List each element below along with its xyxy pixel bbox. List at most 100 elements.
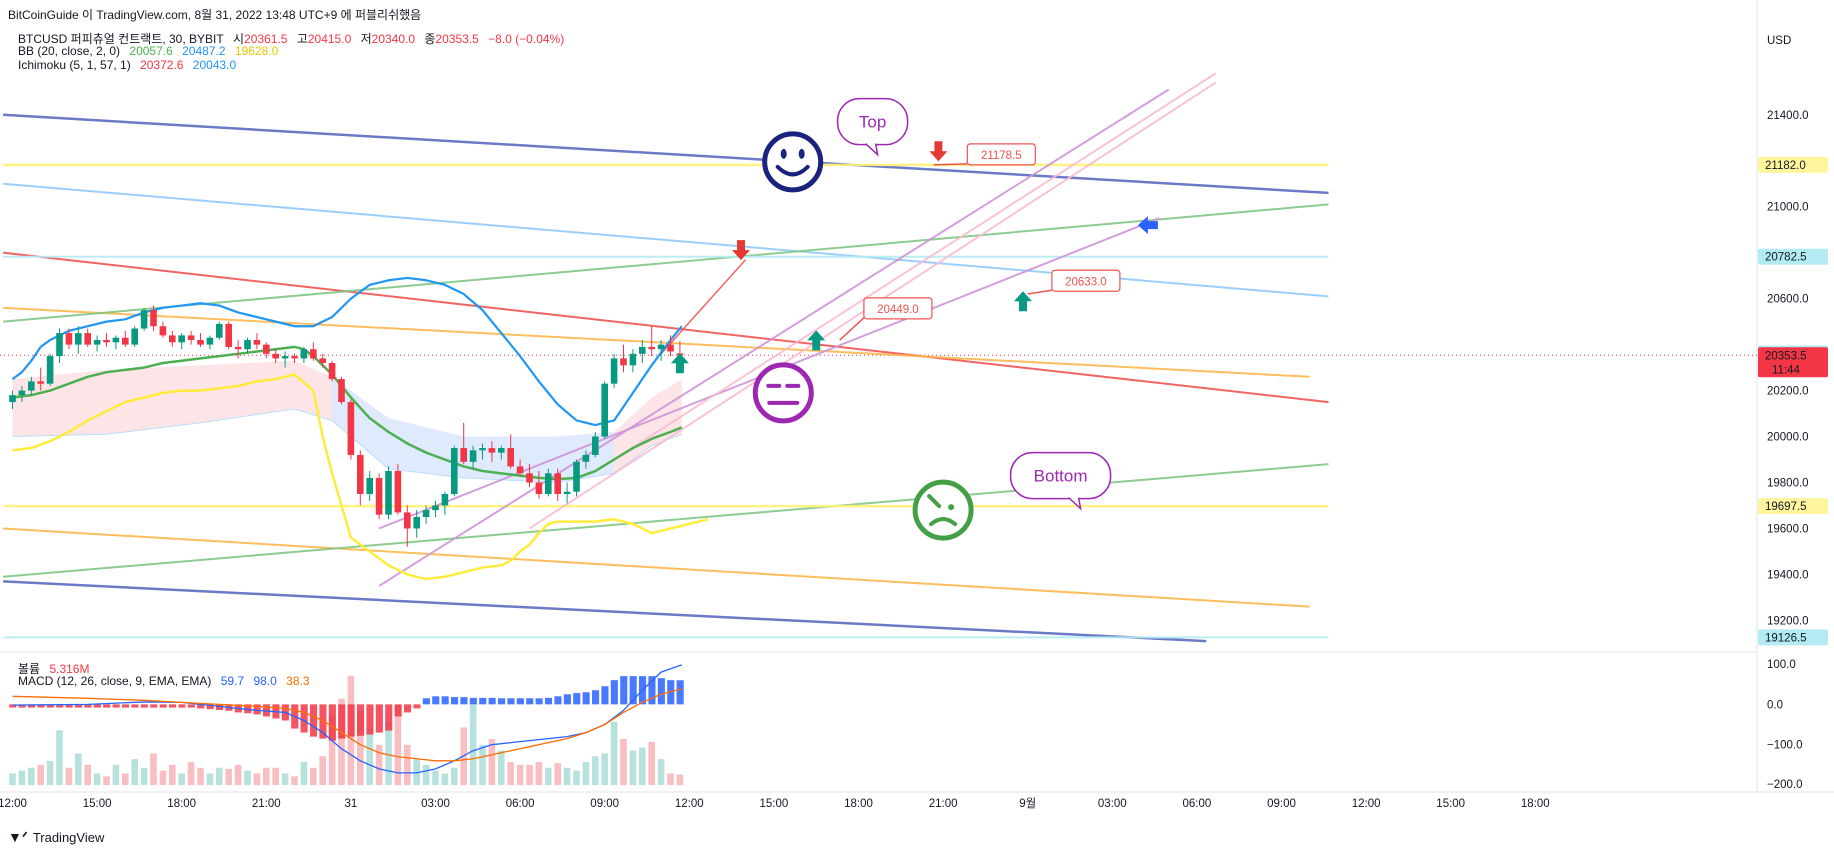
price-tick-label: 19600.0 xyxy=(1767,523,1809,535)
face-outline xyxy=(752,362,814,424)
volume-bar xyxy=(84,764,91,785)
macd-hist-bar xyxy=(197,704,205,709)
macd-hist-bar xyxy=(178,704,186,708)
macd-hist-bar xyxy=(413,704,421,709)
candle-body xyxy=(93,340,101,345)
macd-hist-bar xyxy=(488,697,496,705)
face-mouth xyxy=(929,517,958,527)
macd-hist-bar xyxy=(545,697,553,705)
time-tick-label: 15:00 xyxy=(760,798,789,810)
price-label-box xyxy=(1758,347,1828,378)
candle-body xyxy=(432,505,439,511)
macd-signal-value: 38.3 xyxy=(286,674,310,688)
candle-body xyxy=(18,390,26,396)
volume-bar xyxy=(432,770,439,785)
face-outline xyxy=(762,131,824,193)
candle-body xyxy=(103,340,110,343)
candle-body xyxy=(253,340,261,345)
candle-body xyxy=(516,466,524,474)
macd-tick-label: −100.0 xyxy=(1767,740,1803,752)
price-tag-text: 21178.5 xyxy=(981,150,1022,162)
price-label-text: 19126.5 xyxy=(1765,632,1807,644)
volume-bar xyxy=(516,764,524,785)
face-outline xyxy=(912,479,974,541)
price-tag-pointer xyxy=(839,317,865,341)
volume-bar xyxy=(225,768,232,785)
candle-body xyxy=(507,448,514,467)
candle-body xyxy=(573,461,580,492)
volume-bar xyxy=(582,762,590,785)
volume-bar xyxy=(488,739,496,785)
ichimoku-legend[interactable]: Ichimoku (5, 1, 57, 1) 20372.6 20043.0 xyxy=(18,58,242,72)
candle-body xyxy=(28,381,35,391)
price-tag-pointer xyxy=(933,163,968,166)
candle-body xyxy=(187,335,195,341)
arrow-down-icon xyxy=(929,141,948,162)
macd-hist-bar xyxy=(216,704,224,710)
low-value: 20340.0 xyxy=(371,32,416,46)
time-tick-label: 15:00 xyxy=(1436,798,1465,810)
volume-bar xyxy=(328,716,336,785)
candle-body xyxy=(216,323,223,338)
candle-body xyxy=(225,323,232,347)
annotations[interactable]: 21178.5 20633.0 20449.0 Top Bottom xyxy=(670,97,1158,541)
macd-hist-bar xyxy=(103,704,111,708)
volume-bar xyxy=(441,773,449,785)
neutral-face-icon xyxy=(752,362,814,424)
trend-line xyxy=(3,182,1329,298)
volume-bar xyxy=(9,773,16,785)
volume-legend[interactable]: 볼륨 5.316M xyxy=(18,660,95,677)
trend-line xyxy=(3,580,1207,643)
candle-body xyxy=(140,310,148,329)
symbol-legend[interactable]: BTCUSD 퍼피츄얼 컨트랙트, 30, BYBIT 시20361.5 고20… xyxy=(18,30,570,47)
volume-bar xyxy=(357,710,364,785)
macd-hist-bar xyxy=(375,704,383,733)
time-tick-label: 06:00 xyxy=(506,798,535,810)
macd-hist-bar xyxy=(657,678,665,705)
macd-hist-bar xyxy=(75,704,83,708)
time-tick-label: 09:00 xyxy=(590,798,619,810)
volume-bar xyxy=(526,764,533,785)
price-tick-label: 20600.0 xyxy=(1767,294,1809,306)
trend-lines[interactable] xyxy=(2,72,1329,643)
macd-hist-bar xyxy=(37,704,45,708)
volume-bar xyxy=(253,773,261,785)
macd-label: MACD (12, 26, close, 9, EMA, EMA) xyxy=(18,674,212,688)
price-label-text: 21182.0 xyxy=(1765,160,1806,172)
macd-hist-bar xyxy=(169,704,177,708)
time-tick-label: 03:00 xyxy=(1098,798,1127,810)
candle-body xyxy=(610,358,618,384)
volume-bar xyxy=(281,773,289,785)
candle-body xyxy=(244,340,251,350)
volume-bar xyxy=(338,698,345,785)
macd-hist-bar xyxy=(206,704,214,710)
candle-body xyxy=(488,448,496,453)
macd-hist-bar xyxy=(441,696,449,705)
volume-bar xyxy=(272,767,279,785)
volume-bar xyxy=(46,760,54,785)
volume-bar xyxy=(159,770,167,785)
change-value: −8.0 (−0.04%) xyxy=(488,32,565,46)
macd-hist-bar xyxy=(187,704,195,708)
macd-hist-bar xyxy=(629,676,637,705)
candle-body xyxy=(422,510,430,517)
price-tag-box xyxy=(1051,269,1121,292)
macd-signal-line xyxy=(12,688,682,762)
macd-hist-bar xyxy=(498,698,506,705)
volume-bar xyxy=(667,773,674,785)
footer-brand[interactable]: ▼ᐟ TradingView xyxy=(8,829,104,846)
candles[interactable] xyxy=(9,305,684,547)
macd-hist-bar xyxy=(263,704,271,717)
open-value: 20361.5 xyxy=(244,32,288,46)
macd-hist-bar xyxy=(610,680,618,705)
arrow-up-icon xyxy=(807,330,826,351)
candle-body xyxy=(300,349,308,359)
candle-body xyxy=(413,516,420,529)
macd-legend[interactable]: MACD (12, 26, close, 9, EMA, EMA) 59.7 9… xyxy=(18,674,316,688)
bb-legend[interactable]: BB (20, close, 2, 0) 20057.6 20487.2 196… xyxy=(18,44,284,58)
grid xyxy=(0,0,1834,793)
bb-basis-value: 20057.6 xyxy=(129,44,173,58)
trend-line xyxy=(3,463,1329,578)
price-tag-text: 20633.0 xyxy=(1065,276,1107,288)
